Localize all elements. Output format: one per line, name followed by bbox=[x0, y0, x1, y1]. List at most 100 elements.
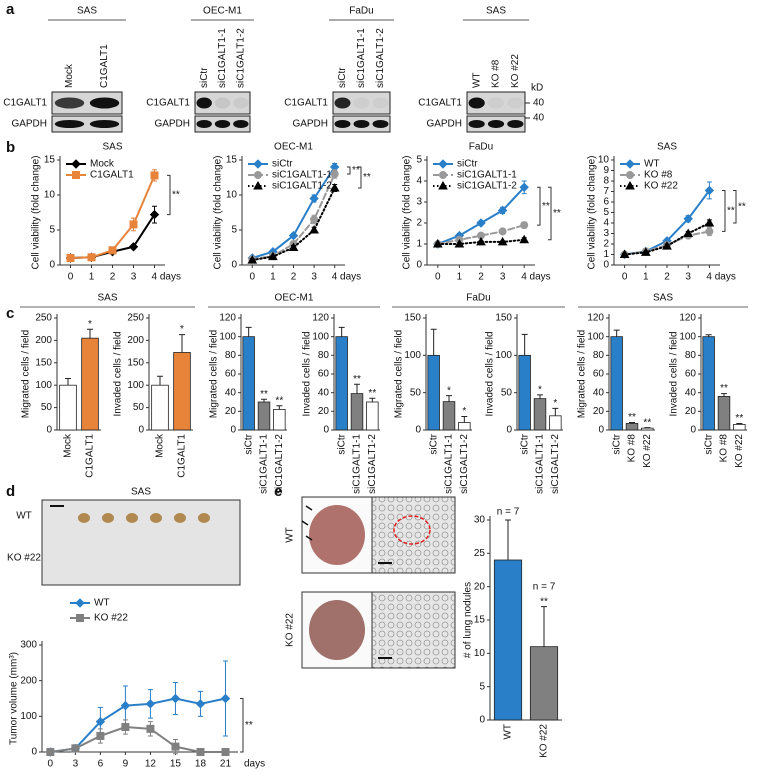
bar bbox=[733, 423, 746, 431]
y-tick-label: 4 bbox=[603, 218, 609, 229]
y-tick-label: 100 bbox=[679, 331, 696, 342]
y-tick-label: 20 bbox=[318, 406, 330, 417]
x-tick-label: 9 bbox=[123, 759, 129, 770]
marker-unit: kD bbox=[531, 83, 543, 94]
bar bbox=[717, 395, 731, 431]
nodule-arrow bbox=[305, 505, 313, 511]
x-tick-label: 6 bbox=[98, 759, 104, 770]
category-label: Mock bbox=[155, 433, 166, 458]
x-tick-label: 4 days bbox=[332, 272, 361, 283]
point bbox=[196, 748, 205, 756]
bar bbox=[350, 393, 364, 431]
category-label: Mock bbox=[63, 433, 74, 458]
legend-label: KO #22 bbox=[644, 181, 678, 192]
point bbox=[683, 228, 694, 237]
panel-label: d bbox=[6, 483, 15, 500]
error-bar bbox=[505, 519, 511, 560]
lane-label: siCtr bbox=[337, 67, 348, 88]
row-label: WT bbox=[285, 527, 296, 543]
point bbox=[309, 224, 319, 234]
legend-label: C1GALT1 bbox=[90, 170, 134, 181]
y-tick-label: 250 bbox=[127, 313, 144, 324]
y-tick-label: 2 bbox=[416, 218, 422, 229]
significance: ** bbox=[352, 165, 360, 176]
band bbox=[353, 120, 370, 128]
group-title: SAS bbox=[653, 293, 673, 304]
legend-label: siC1GALT1-2 bbox=[272, 181, 332, 192]
y-tick-label: 1 bbox=[603, 249, 609, 260]
histology bbox=[371, 496, 456, 574]
band bbox=[89, 120, 120, 128]
bar bbox=[641, 427, 654, 431]
x-tick-label: 2 bbox=[664, 272, 670, 283]
point bbox=[288, 242, 299, 251]
y-tick-label: 50 bbox=[41, 402, 53, 413]
x-tick-label: 0 bbox=[622, 272, 628, 283]
lane-label: KO #8 bbox=[491, 59, 502, 88]
y-tick-label: 200 bbox=[127, 335, 144, 346]
row-label: C1GALT1 bbox=[418, 98, 462, 109]
category-label: siCtr bbox=[336, 433, 347, 454]
panel-label: e bbox=[274, 483, 282, 500]
significance: * bbox=[553, 398, 557, 409]
y-tick-label: 10 bbox=[226, 190, 238, 201]
y-tick-label: 40 bbox=[593, 387, 605, 398]
lane-label: siC1GALT1-2 bbox=[375, 28, 386, 88]
point bbox=[438, 159, 448, 169]
error-bar bbox=[721, 393, 727, 397]
bar bbox=[549, 415, 562, 431]
category-label: KO #8 bbox=[627, 434, 638, 463]
blot-title: OEC-M1 bbox=[203, 6, 242, 17]
error-bar bbox=[276, 405, 283, 410]
y-tick-label: 120 bbox=[219, 313, 236, 324]
error-bar bbox=[354, 383, 360, 394]
y-tick-label: 60 bbox=[685, 369, 697, 380]
point bbox=[704, 217, 715, 227]
y-tick-label: 0 bbox=[323, 425, 329, 436]
y-tick-label: 0 bbox=[479, 715, 485, 726]
x-tick-label: 3 bbox=[685, 272, 691, 283]
point bbox=[71, 159, 81, 169]
y-tick-label: 0 bbox=[231, 260, 237, 271]
histology bbox=[371, 591, 456, 669]
sig-bracket bbox=[358, 166, 362, 189]
bar bbox=[533, 398, 547, 431]
error-bar bbox=[369, 397, 376, 402]
chart-title: FaDu bbox=[469, 142, 493, 153]
y-tick-label: 0 bbox=[598, 425, 604, 436]
point bbox=[87, 253, 96, 262]
error-bar bbox=[446, 395, 452, 402]
y-tick-label: 5 bbox=[603, 207, 609, 218]
x-tick-label: 18 bbox=[195, 759, 207, 770]
y-tick-label: 0 bbox=[46, 425, 52, 436]
band bbox=[353, 97, 370, 109]
y-tick-label: 200 bbox=[35, 335, 52, 346]
point bbox=[640, 247, 651, 256]
point bbox=[432, 238, 443, 248]
y-tick-label: 5 bbox=[416, 155, 422, 166]
point bbox=[253, 180, 263, 190]
point bbox=[476, 236, 486, 246]
point bbox=[438, 180, 448, 190]
error-bar bbox=[552, 407, 559, 416]
y-tick-label: 100 bbox=[587, 331, 604, 342]
y-tick-label: 0 bbox=[49, 260, 55, 271]
category-label: siCtr bbox=[243, 433, 254, 454]
band bbox=[214, 97, 231, 109]
legend-label: siCtr bbox=[272, 159, 293, 170]
y-tick-label: 0 bbox=[138, 425, 144, 436]
bar bbox=[458, 422, 471, 431]
y-tick-label: 80 bbox=[593, 350, 605, 361]
y-tick-label: 20 bbox=[593, 406, 605, 417]
error-bar bbox=[157, 375, 163, 386]
point bbox=[683, 214, 693, 224]
x-tick-label: 1 bbox=[643, 272, 649, 283]
significance: ** bbox=[368, 388, 376, 399]
point bbox=[309, 193, 319, 204]
lane-label: WT bbox=[471, 72, 482, 88]
n-label: n = 7 bbox=[497, 507, 520, 518]
significance: ** bbox=[353, 374, 361, 385]
y-tick-label: 15 bbox=[44, 155, 56, 166]
category-label: siCtr bbox=[428, 433, 439, 454]
bar bbox=[173, 352, 191, 431]
